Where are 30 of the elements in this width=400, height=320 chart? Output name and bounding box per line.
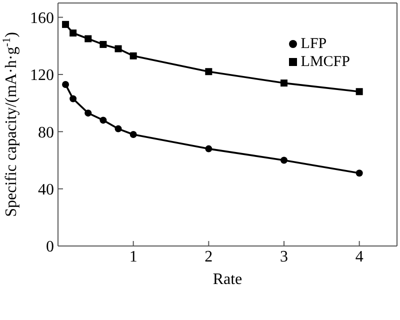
y-tick-label: 160 — [30, 10, 54, 27]
point — [280, 80, 288, 87]
point — [356, 170, 363, 177]
x-tick-label: 4 — [355, 248, 364, 266]
point — [84, 110, 92, 117]
point — [280, 156, 288, 164]
point — [130, 52, 137, 60]
point — [100, 116, 107, 124]
point — [114, 125, 122, 132]
x-tick-label: 1 — [129, 248, 138, 266]
y-tick-label: 0 — [46, 238, 54, 256]
point — [100, 40, 107, 48]
point — [205, 68, 212, 76]
x-axis-title: Rate — [212, 271, 242, 288]
point — [62, 80, 70, 88]
point — [70, 95, 77, 102]
y-tick-label: 40 — [38, 182, 54, 199]
point — [70, 30, 77, 37]
x-tick-label: 3 — [280, 248, 288, 266]
legend-label: LMCFP — [300, 54, 350, 70]
y-tick-label: 120 — [30, 67, 54, 84]
point — [205, 145, 212, 152]
legend-label: LFP — [300, 36, 327, 52]
point — [130, 131, 137, 138]
y-tick-label: 80 — [38, 124, 54, 142]
point — [62, 20, 70, 28]
point — [114, 45, 122, 52]
point — [84, 35, 92, 42]
point — [356, 88, 363, 96]
x-tick-label: 2 — [204, 248, 213, 266]
